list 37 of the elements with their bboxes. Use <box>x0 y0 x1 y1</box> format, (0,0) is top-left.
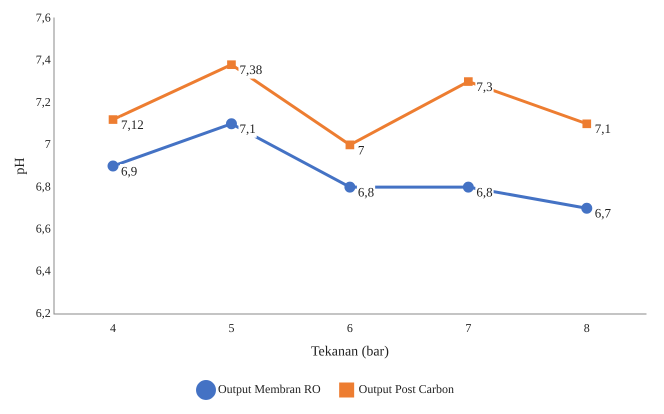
point <box>582 119 592 128</box>
data-label: 7 <box>358 142 365 158</box>
point <box>227 60 236 69</box>
x-tick-label: 7 <box>465 321 472 336</box>
data-label: 7,1 <box>594 121 612 136</box>
x-tick-label: 4 <box>110 321 116 336</box>
point <box>108 115 118 124</box>
y-tick-label: 7,2 <box>36 94 51 109</box>
data-label: 6,9 <box>121 163 138 178</box>
point <box>581 202 592 214</box>
x-axis-title: Tekanan (bar) <box>310 344 390 360</box>
legend-label: Output Membran RO <box>218 382 321 396</box>
legend-label: Output Post Carbon <box>358 382 454 396</box>
point <box>108 160 119 172</box>
point <box>462 182 474 193</box>
y-tick-label: 6,8 <box>36 179 51 194</box>
data-label: 6,8 <box>358 184 374 200</box>
data-label: 7,1 <box>239 121 256 136</box>
data-label: 7,3 <box>476 78 493 94</box>
x-tick-label: 5 <box>228 321 234 336</box>
y-tick-label: 6,4 <box>36 264 51 278</box>
point <box>346 140 354 150</box>
point <box>226 118 237 130</box>
data-label: 7,38 <box>239 62 262 78</box>
x-tick-label: 8 <box>584 321 590 336</box>
y-tick-label: 7 <box>44 137 51 152</box>
data-label: 7,12 <box>121 116 144 132</box>
data-label: 6,7 <box>594 206 612 221</box>
data-label: 6,8 <box>476 184 493 200</box>
y-tick-label: 7,4 <box>36 52 51 67</box>
point <box>464 77 473 86</box>
y-tick-label: 6,2 <box>36 306 51 320</box>
y-tick-label: 7,6 <box>36 10 51 24</box>
x-tick-label: 6 <box>346 321 353 336</box>
y-axis-title: pH <box>13 157 28 175</box>
y-tick-label: 6,6 <box>36 222 51 236</box>
point <box>344 182 356 193</box>
